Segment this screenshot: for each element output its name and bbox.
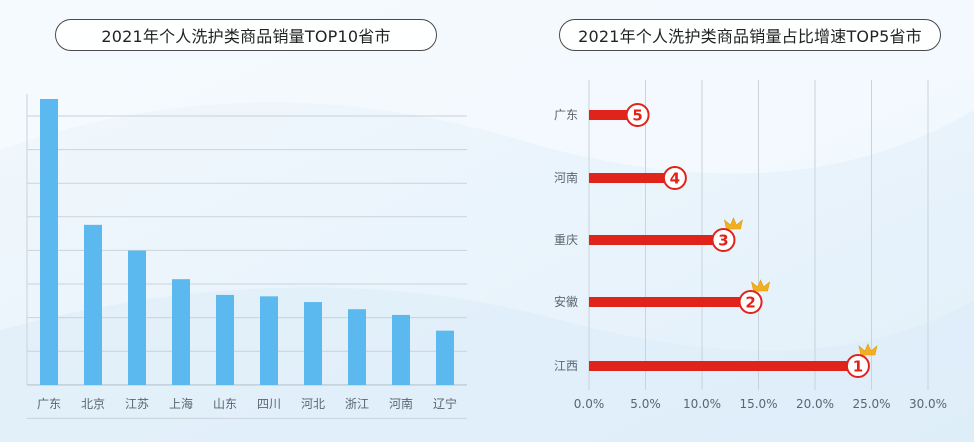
right-bar-chart: 0.0% 5.0% 10.0% 15.0% 20.0% 25.0% 30.0% 广东 5 河南 4 重… (554, 80, 947, 411)
bar-7 (348, 309, 366, 385)
rank-badge (845, 354, 870, 378)
bar-3 (172, 279, 190, 385)
bar-4 (216, 294, 234, 385)
bar-0 (589, 110, 638, 120)
x-tick-label: 河北 (301, 397, 325, 411)
x-tick-label: 20.0% (796, 397, 834, 411)
bar-9 (436, 330, 454, 385)
right-chart-title: 2021年个人洗护类商品销量占比增速TOP5省市 (559, 19, 941, 51)
bar-1 (84, 224, 102, 385)
rank-number: 1 (853, 358, 863, 376)
bar-6 (304, 302, 322, 385)
x-tick-label: 浙江 (345, 397, 369, 411)
crown-icon (858, 343, 878, 356)
x-tick-label: 广东 (37, 397, 61, 411)
x-tick-label: 5.0% (630, 397, 661, 411)
rank-badge (662, 166, 687, 190)
y-tick-label: 广东 (554, 108, 578, 122)
rank-number: 5 (632, 107, 642, 125)
bar-2 (128, 250, 146, 385)
bar-4 (589, 361, 858, 371)
x-tick-label: 25.0% (852, 397, 890, 411)
y-tick-label: 重庆 (554, 233, 578, 247)
crown-icon (751, 279, 771, 292)
bar-2 (589, 235, 724, 245)
bar-5 (260, 296, 278, 385)
rank-number: 4 (670, 170, 680, 188)
x-tick-label: 15.0% (739, 397, 777, 411)
rank-badge (738, 290, 763, 314)
y-tick-label: 河南 (554, 170, 578, 185)
bar-1 (589, 173, 675, 183)
x-tick-label: 山东 (213, 397, 237, 411)
bar-8 (392, 314, 410, 385)
x-tick-label: 0.0% (574, 397, 605, 411)
x-tick-label: 上海 (169, 396, 193, 411)
y-tick-label: 安徽 (554, 294, 578, 309)
x-tick-label: 河南 (389, 396, 413, 411)
bar-0 (40, 99, 58, 385)
x-tick-label: 辽宁 (433, 396, 457, 411)
rank-badge (711, 228, 736, 252)
x-tick-label: 北京 (81, 397, 105, 411)
crown-icon (723, 217, 743, 230)
bar-3 (589, 297, 751, 307)
x-tick-label: 10.0% (683, 397, 721, 411)
x-tick-label: 30.0% (909, 397, 947, 411)
y-tick-label: 江西 (554, 359, 578, 373)
rank-number: 2 (745, 294, 755, 312)
background-wave (0, 287, 974, 442)
x-tick-label: 江苏 (125, 397, 149, 411)
x-tick-label: 四川 (257, 397, 281, 411)
left-chart-title: 2021年个人洗护类商品销量TOP10省市 (55, 19, 437, 51)
rank-number: 3 (718, 232, 728, 250)
rank-badge (625, 103, 650, 127)
left-bar-chart: 广东 北京 江苏 上海 山东 四川 河北 浙江 河南 辽宁 (26, 94, 467, 419)
